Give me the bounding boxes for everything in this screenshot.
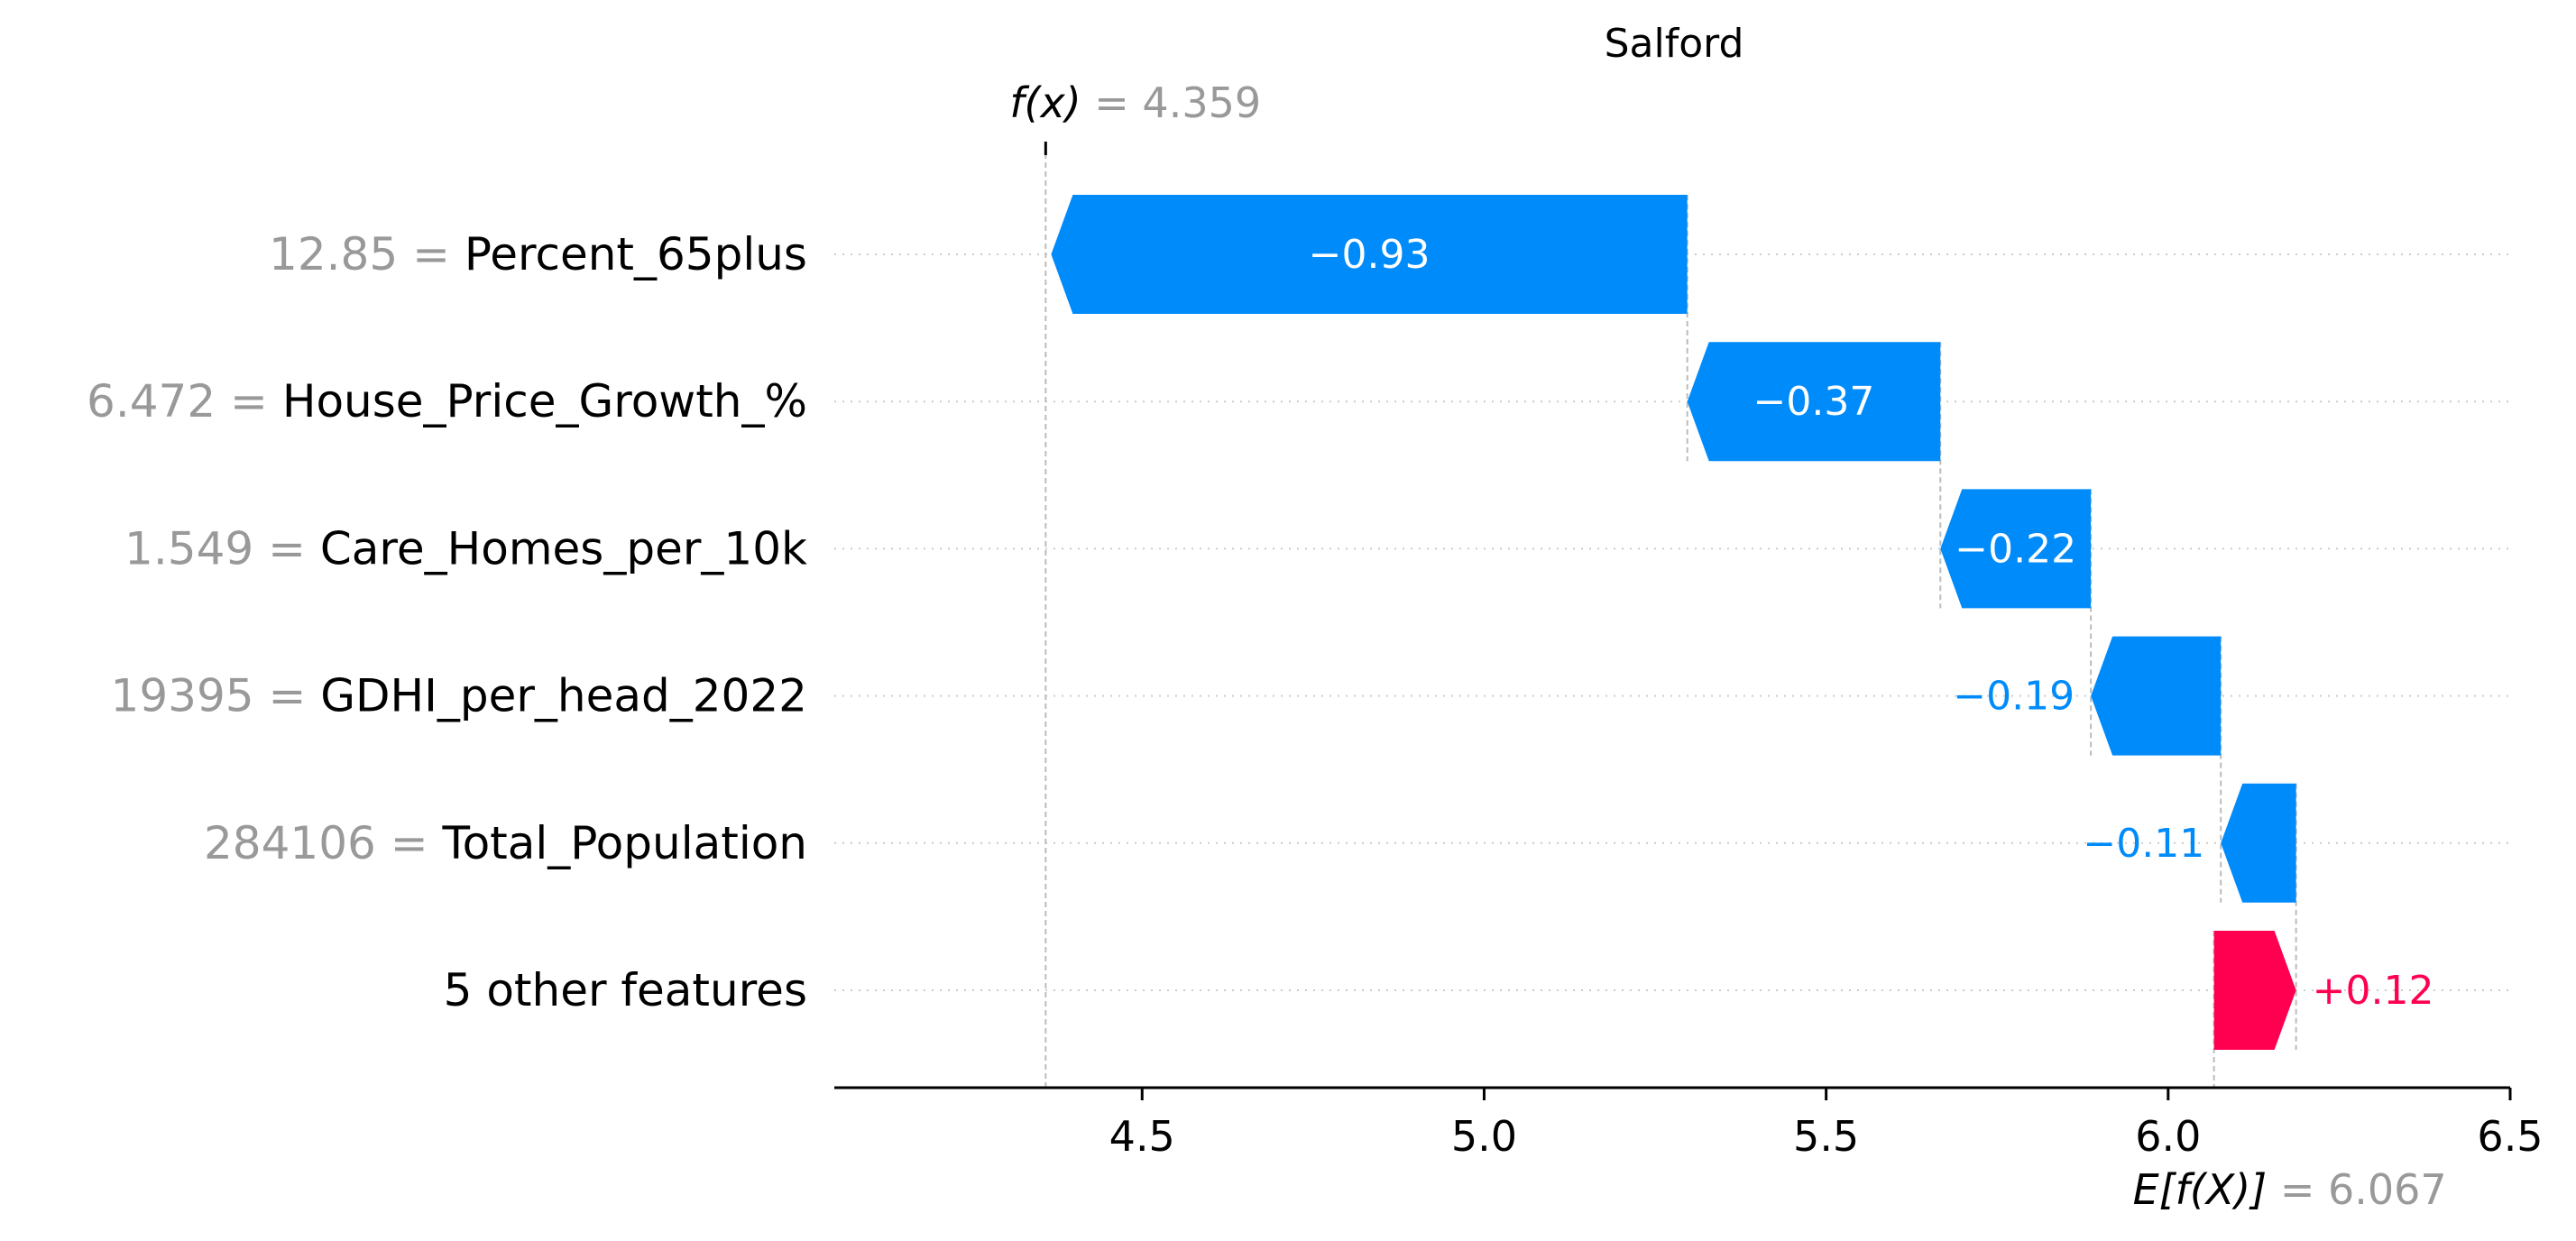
fx-name: f(x) xyxy=(1009,78,1094,127)
connector-lines xyxy=(1044,144,2297,1088)
feature-label: 5 other features xyxy=(444,964,807,1016)
bar-label: −0.11 xyxy=(2083,821,2204,867)
x-axis: 4.5 5.0 5.5 6.0 6.5 xyxy=(834,1086,2544,1161)
feature-label: 1.549 = Care_Homes_per_10k xyxy=(124,522,807,575)
feature-name: Total_Population xyxy=(442,817,807,869)
bars xyxy=(1051,195,2296,1050)
feature-value: 1.549 = xyxy=(124,522,320,575)
x-tick-label: 5.5 xyxy=(1793,1112,1859,1161)
bar-3 xyxy=(1940,489,2092,609)
feature-value: 19395 = xyxy=(111,670,321,722)
bar-label: −0.22 xyxy=(1955,526,2076,572)
feature-labels: 12.85 = Percent_65plus 6.472 = House_Pric… xyxy=(87,228,807,1016)
x-tick-label: 6.0 xyxy=(2135,1112,2201,1161)
feature-name: House_Price_Growth_% xyxy=(282,375,807,427)
bar-label: −0.19 xyxy=(1953,674,2075,720)
bar-labels: −0.93 −0.37 −0.22 −0.19 −0.11 +0.12 xyxy=(1309,232,2434,1014)
base-label: E[f(X)] = 6.067 xyxy=(2133,1165,2447,1214)
chart-title: Salford xyxy=(1605,21,1744,67)
base-value-annotation: E[f(X)] = 6.067 xyxy=(2133,1165,2447,1214)
bar-label: −0.37 xyxy=(1753,379,1875,425)
bar-label: −0.93 xyxy=(1309,232,1431,278)
feature-value: 12.85 = xyxy=(269,228,465,280)
feature-value: 284106 = xyxy=(204,817,443,869)
feature-name: Percent_65plus xyxy=(465,228,807,280)
base-value: = 6.067 xyxy=(2280,1165,2447,1214)
bar-1 xyxy=(1051,195,1688,314)
feature-label: 6.472 = House_Price_Growth_% xyxy=(87,375,807,427)
bar-4 xyxy=(2091,636,2222,756)
feature-label: 12.85 = Percent_65plus xyxy=(269,228,807,280)
feature-label: 19395 = GDHI_per_head_2022 xyxy=(111,670,807,722)
bar-2 xyxy=(1687,342,1941,462)
feature-label: 284106 = Total_Population xyxy=(204,817,807,869)
bar-5 xyxy=(2221,783,2296,903)
feature-value: 6.472 = xyxy=(87,375,282,427)
bar-6 xyxy=(2213,931,2296,1050)
fx-value: = 4.359 xyxy=(1094,78,1261,127)
fx-label: f(x) = 4.359 xyxy=(1009,78,1261,127)
x-tick-label: 4.5 xyxy=(1109,1112,1175,1161)
feature-name: Care_Homes_per_10k xyxy=(320,522,807,575)
x-tick-label: 6.5 xyxy=(2477,1112,2543,1161)
bar-label: +0.12 xyxy=(2313,968,2434,1014)
feature-name: GDHI_per_head_2022 xyxy=(320,670,807,722)
x-tick-label: 5.0 xyxy=(1451,1112,1517,1161)
fx-annotation: f(x) = 4.359 xyxy=(1009,78,1261,155)
base-name: E[f(X)] xyxy=(2133,1165,2280,1214)
feature-name: 5 other features xyxy=(444,964,807,1016)
